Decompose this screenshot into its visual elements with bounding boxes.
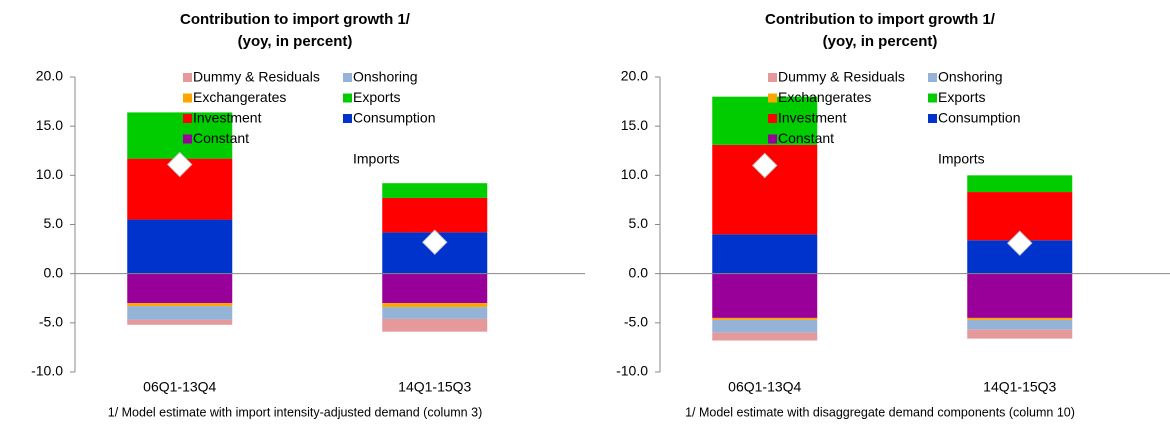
legend-label: Investment bbox=[193, 110, 262, 126]
y-tick-label: -10.0 bbox=[31, 363, 63, 379]
bar-segment bbox=[712, 332, 818, 341]
bar-segment bbox=[127, 273, 233, 304]
bar-segment bbox=[382, 197, 488, 233]
legend-label: Exchangerates bbox=[778, 89, 871, 105]
legend-label: Constant bbox=[778, 130, 834, 146]
bar-segment bbox=[967, 175, 1073, 193]
legend-swatch bbox=[183, 73, 192, 82]
bar-segment bbox=[127, 303, 233, 307]
legend-swatch bbox=[343, 73, 352, 82]
bar-segment bbox=[967, 319, 1073, 330]
bar-segment bbox=[127, 319, 233, 325]
bar-segment bbox=[127, 306, 233, 320]
bar-segment bbox=[127, 112, 233, 159]
y-tick-label: 15.0 bbox=[621, 117, 648, 133]
bar-segment bbox=[382, 303, 488, 308]
legend-swatch bbox=[768, 134, 777, 144]
legend-label: Dummy & Residuals bbox=[778, 69, 905, 85]
legend-swatch bbox=[768, 93, 777, 103]
y-tick-label: 20.0 bbox=[36, 68, 63, 84]
chart-title: Contribution to import growth 1/ bbox=[765, 11, 996, 28]
legend-swatch bbox=[928, 73, 937, 82]
x-tick-label: 06Q1-13Q4 bbox=[728, 379, 801, 395]
chart-title: Contribution to import growth 1/ bbox=[180, 11, 411, 28]
legend-label: Imports bbox=[938, 151, 985, 167]
bar-segment bbox=[382, 318, 488, 332]
bar-segment bbox=[127, 219, 233, 274]
bar-segment bbox=[712, 234, 818, 274]
y-tick-label: 10.0 bbox=[621, 166, 648, 182]
legend-swatch bbox=[343, 114, 352, 123]
bar-segment bbox=[382, 183, 488, 198]
diamond-marker bbox=[167, 151, 193, 178]
legend-label: Dummy & Residuals bbox=[193, 69, 320, 85]
legend-swatch bbox=[928, 93, 937, 103]
bar-segment bbox=[382, 307, 488, 319]
y-tick-label: 0.0 bbox=[629, 264, 649, 280]
bar-segment bbox=[967, 329, 1073, 339]
bar-segment bbox=[712, 319, 818, 333]
bar-segment bbox=[712, 317, 818, 320]
diamond-marker bbox=[422, 229, 448, 255]
legend-label: Exports bbox=[938, 89, 985, 105]
bar-segment bbox=[712, 96, 818, 145]
chart-subtitle: (yoy, in percent) bbox=[238, 33, 353, 50]
legend-label: Onshoring bbox=[938, 69, 1003, 85]
y-tick-label: 5.0 bbox=[629, 215, 649, 231]
y-tick-label: -5.0 bbox=[39, 314, 63, 330]
footnote: 1/ Model estimate with import intensity-… bbox=[108, 405, 482, 419]
y-tick-label: 15.0 bbox=[36, 117, 63, 133]
bar-segment bbox=[967, 317, 1073, 320]
legend-swatch bbox=[768, 73, 777, 82]
legend-swatch bbox=[183, 114, 192, 123]
legend-label: Exports bbox=[353, 89, 400, 105]
legend-swatch bbox=[768, 114, 777, 123]
legend-label: Onshoring bbox=[353, 69, 418, 85]
bar-segment bbox=[712, 273, 818, 318]
x-tick-label: 06Q1-13Q4 bbox=[143, 379, 216, 395]
legend-label: Constant bbox=[193, 130, 249, 146]
legend-swatch bbox=[183, 134, 192, 144]
y-tick-label: -5.0 bbox=[624, 314, 648, 330]
bar-segment bbox=[382, 273, 488, 304]
legend-swatch bbox=[343, 93, 352, 103]
legend-swatch bbox=[183, 93, 192, 103]
legend-label: Exchangerates bbox=[193, 89, 286, 105]
diamond-marker bbox=[1007, 230, 1033, 256]
x-tick-label: 14Q1-15Q3 bbox=[983, 379, 1056, 395]
legend-label: Consumption bbox=[938, 110, 1021, 126]
legend-label: Imports bbox=[353, 151, 400, 167]
y-tick-label: 20.0 bbox=[621, 68, 648, 84]
y-tick-label: 0.0 bbox=[44, 264, 64, 280]
x-tick-label: 14Q1-15Q3 bbox=[398, 379, 471, 395]
legend-label: Investment bbox=[778, 110, 847, 126]
legend-label: Consumption bbox=[353, 110, 436, 126]
footnote: 1/ Model estimate with disaggregate dema… bbox=[685, 405, 1075, 419]
legend-swatch bbox=[928, 114, 937, 123]
diamond-marker bbox=[752, 152, 778, 179]
y-tick-label: 5.0 bbox=[44, 215, 64, 231]
y-tick-label: -10.0 bbox=[616, 363, 648, 379]
chart-subtitle: (yoy, in percent) bbox=[823, 33, 938, 50]
y-tick-label: 10.0 bbox=[36, 166, 63, 182]
bar-segment bbox=[967, 273, 1073, 318]
